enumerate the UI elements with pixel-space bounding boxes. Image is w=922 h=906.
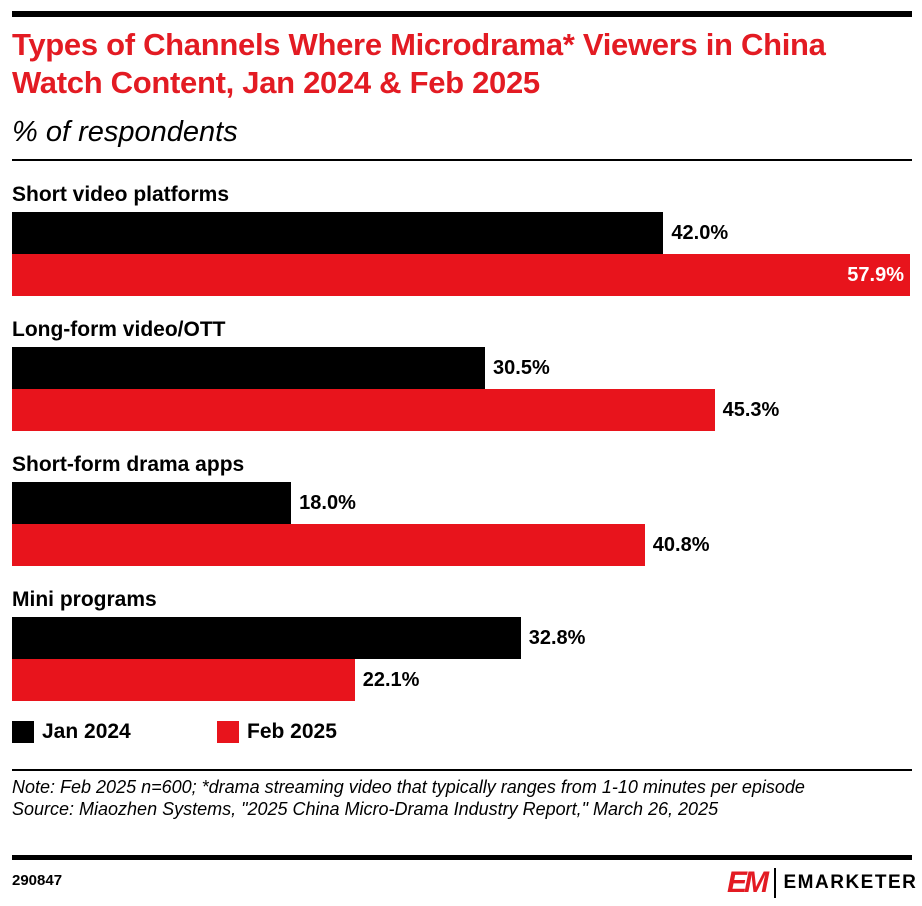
legend-swatch-jan-2024 xyxy=(12,721,34,743)
chart-subtitle: % of respondents xyxy=(12,116,238,148)
footnote: Note: Feb 2025 n=600; *drama streaming v… xyxy=(12,776,912,820)
note-text: Note: Feb 2025 n=600; *drama streaming v… xyxy=(12,777,805,797)
chart-id: 290847 xyxy=(12,872,63,889)
data-label: 18.0% xyxy=(299,492,356,514)
bar-jan-2024 xyxy=(12,347,486,389)
bar-jan-2024 xyxy=(12,482,292,524)
legend-label-feb-2025: Feb 2025 xyxy=(247,720,337,743)
divider xyxy=(12,769,912,771)
logo-mark: EM xyxy=(727,866,769,899)
data-label: 40.8% xyxy=(652,534,710,556)
category-label: Short video platforms xyxy=(12,183,230,206)
category-label: Short-form drama apps xyxy=(12,453,245,476)
data-label: 45.3% xyxy=(722,399,780,421)
logo-divider xyxy=(774,868,776,898)
data-label: 57.9% xyxy=(847,264,904,286)
category-label: Long-form video/OTT xyxy=(12,318,226,341)
bar-jan-2024 xyxy=(12,617,521,659)
bar-feb-2025 xyxy=(12,254,910,296)
bar-feb-2025 xyxy=(12,524,645,566)
data-label: 22.1% xyxy=(362,669,420,691)
data-label: 32.8% xyxy=(528,627,586,649)
emarketer-logo: EM EMARKETER xyxy=(727,866,917,900)
category-label: Mini programs xyxy=(12,588,157,611)
bottom-rule xyxy=(12,855,912,860)
divider xyxy=(12,159,912,161)
bar-feb-2025 xyxy=(12,659,355,701)
bar-feb-2025 xyxy=(12,389,715,431)
bar-jan-2024 xyxy=(12,212,664,254)
data-label: 42.0% xyxy=(671,222,729,244)
legend-swatch-feb-2025 xyxy=(217,721,239,743)
data-label: 30.5% xyxy=(493,357,550,379)
legend-label-jan-2024: Jan 2024 xyxy=(42,720,131,743)
chart-title: Types of Channels Where Microdrama* View… xyxy=(12,27,826,100)
logo-text: EMARKETER xyxy=(783,872,918,893)
source-text: Source: Miaozhen Systems, "2025 China Mi… xyxy=(12,799,719,819)
top-rule xyxy=(12,11,912,17)
